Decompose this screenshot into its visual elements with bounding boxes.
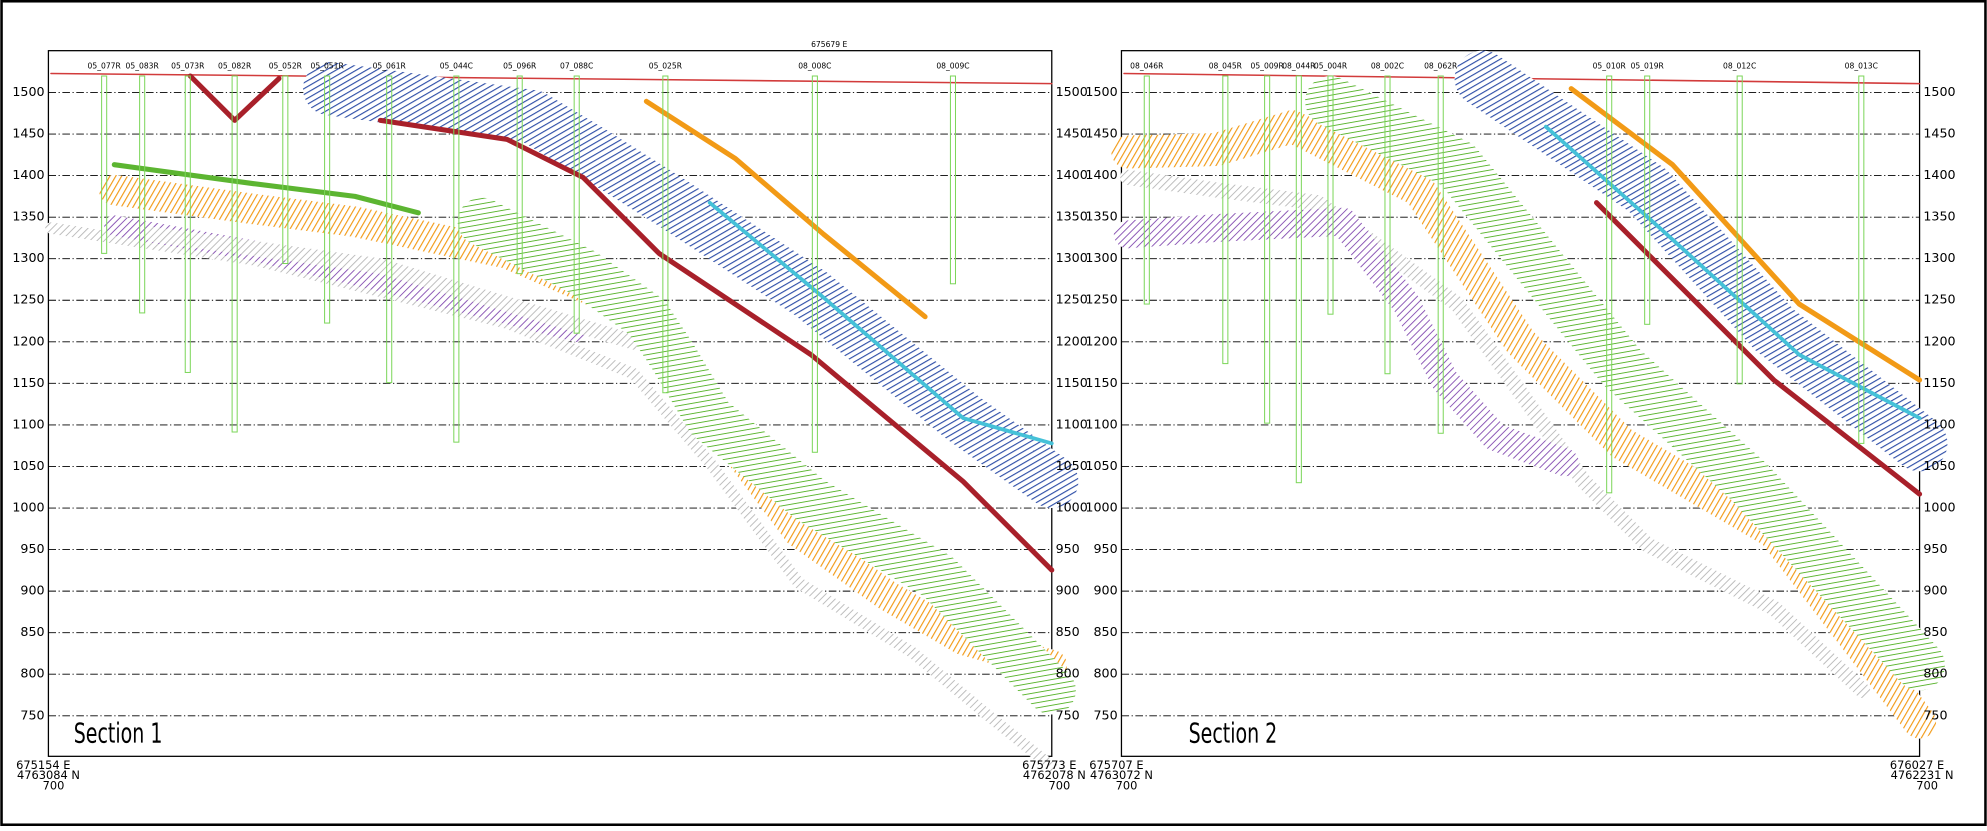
drillhole-label: 05_083R (126, 61, 160, 70)
elevation-label: 1050 (1085, 458, 1117, 473)
elevation-label: 1200 (1085, 333, 1117, 348)
elevation-label: 1000 (1085, 500, 1117, 515)
drillhole-label: 08_002C (1371, 61, 1404, 70)
elevation-label: 1100 (1923, 416, 1955, 431)
elevation-label: 1400 (1923, 167, 1955, 182)
drillhole-label: 05_004R (1314, 61, 1348, 70)
drillhole-label: 08_045R (1209, 61, 1243, 70)
top-marker: 675679 E (811, 40, 847, 49)
elevation-label: 1050 (12, 458, 44, 473)
drillhole-label: 07_088C (560, 61, 593, 70)
drillhole-label: 05_073R (171, 61, 205, 70)
section-title: Section 2 (1189, 716, 1278, 749)
elevation-label: 1300 (1085, 250, 1117, 265)
corner-label: 700 (1049, 778, 1071, 792)
elevation-label: 1100 (1085, 416, 1117, 431)
drillhole-label: 08_062R (1424, 61, 1458, 70)
corner-label: 700 (43, 778, 65, 792)
drillhole-label: 08_009C (936, 61, 969, 70)
drillhole-label: 08_044R (1282, 61, 1316, 70)
elevation-label: 1300 (12, 250, 44, 265)
drillhole-label: 05_061R (373, 61, 407, 70)
elevation-label: 1400 (12, 167, 44, 182)
drillhole-label: 05_082R (218, 61, 252, 70)
corner-label: 700 (1116, 778, 1138, 792)
elevation-label: 1500 (1923, 84, 1955, 99)
drillhole-label: 08_012C (1723, 61, 1756, 70)
elevation-label: 1350 (12, 209, 44, 224)
elevation-label: 950 (1056, 541, 1080, 556)
elevation-label: 950 (1093, 541, 1117, 556)
elevation-label: 900 (1093, 583, 1117, 598)
elevation-label: 1450 (1923, 126, 1955, 141)
elevation-label: 1150 (12, 375, 44, 390)
elevation-label: 750 (1923, 707, 1947, 722)
elevation-label: 1450 (12, 126, 44, 141)
elevation-label: 1100 (12, 416, 44, 431)
elevation-label: 1100 (1056, 416, 1088, 431)
elevation-label: 1000 (12, 500, 44, 515)
elevation-label: 1250 (1085, 292, 1117, 307)
elevation-label: 1300 (1056, 250, 1088, 265)
corner-label: 700 (1916, 778, 1938, 792)
elevation-label: 1500 (1085, 84, 1117, 99)
elevation-label: 1400 (1056, 167, 1088, 182)
elevation-label: 800 (1093, 666, 1117, 681)
elevation-label: 850 (1093, 624, 1117, 639)
elevation-label: 1250 (1056, 292, 1088, 307)
elevation-label: 1200 (1056, 333, 1088, 348)
elevation-label: 750 (1056, 707, 1080, 722)
elevation-label: 800 (1923, 666, 1947, 681)
elevation-label: 1250 (12, 292, 44, 307)
drillhole-label: 05_052R (269, 61, 303, 70)
drillhole-label: 08_046R (1130, 61, 1164, 70)
elevation-label: 1150 (1085, 375, 1117, 390)
cross-sections: Section 1 Section 2 675679 E 15001500145… (0, 0, 1987, 826)
drillhole-label: 08_008C (798, 61, 831, 70)
elevation-label: 900 (20, 583, 44, 598)
elevation-label: 1150 (1923, 375, 1955, 390)
drillhole-label: 05_025R (649, 61, 683, 70)
drillhole-label: 05_044C (440, 61, 473, 70)
drillhole-label: 08_013C (1845, 61, 1878, 70)
elevation-label: 1350 (1923, 209, 1955, 224)
elevation-label: 850 (1056, 624, 1080, 639)
drillhole-label: 05_051R (311, 61, 345, 70)
elevation-label: 1450 (1085, 126, 1117, 141)
elevation-label: 1200 (1923, 333, 1955, 348)
elevation-label: 850 (20, 624, 44, 639)
elevation-label: 950 (1923, 541, 1947, 556)
elevation-label: 1200 (12, 333, 44, 348)
elevation-label: 750 (1093, 707, 1117, 722)
drillhole-label: 05_077R (88, 61, 122, 70)
elevation-label: 900 (1056, 583, 1080, 598)
elevation-label: 1250 (1923, 292, 1955, 307)
elevation-label: 1000 (1923, 500, 1955, 515)
elevation-label: 1500 (12, 84, 44, 99)
elevation-label: 850 (1923, 624, 1947, 639)
elevation-label: 1000 (1056, 500, 1088, 515)
drillhole-label: 05_019R (1631, 61, 1665, 70)
elevation-label: 950 (20, 541, 44, 556)
elevation-label: 800 (1056, 666, 1080, 681)
elevation-label: 900 (1923, 583, 1947, 598)
elevation-label: 1050 (1923, 458, 1955, 473)
elevation-label: 1450 (1056, 126, 1088, 141)
section-title: Section 1 (74, 716, 163, 749)
elevation-label: 1400 (1085, 167, 1117, 182)
elevation-label: 1300 (1923, 250, 1955, 265)
elevation-label: 1350 (1085, 209, 1117, 224)
drillhole-label: 05_010R (1593, 61, 1627, 70)
elevation-label: 1500 (1056, 84, 1088, 99)
elevation-label: 1050 (1056, 458, 1088, 473)
elevation-label: 750 (20, 707, 44, 722)
drillhole-label: 05_096R (503, 61, 537, 70)
elevation-label: 1350 (1056, 209, 1088, 224)
drillhole-label: 05_009R (1251, 61, 1285, 70)
elevation-label: 1150 (1056, 375, 1088, 390)
elevation-label: 800 (20, 666, 44, 681)
